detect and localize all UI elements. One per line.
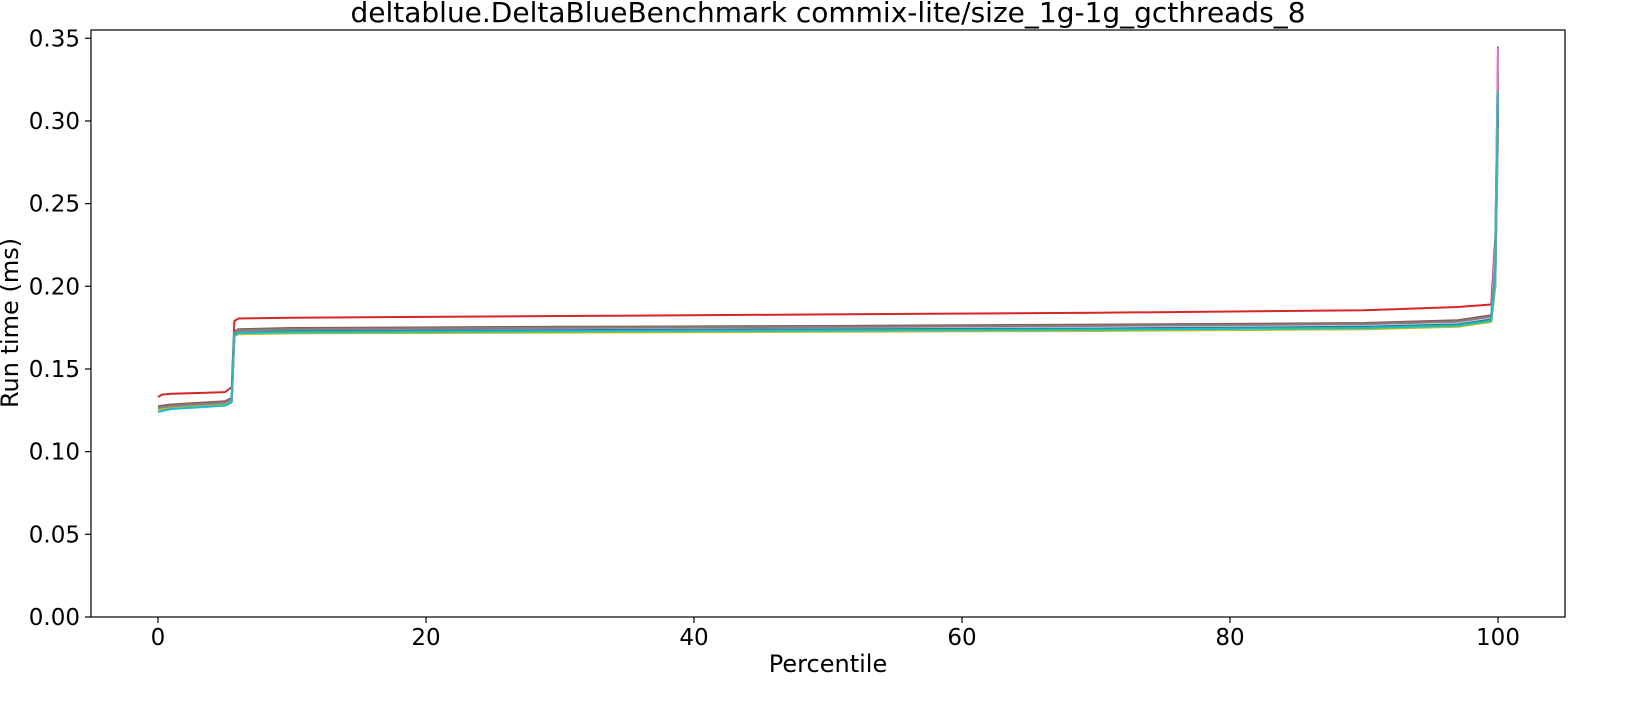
x-tick-label: 100 xyxy=(1476,625,1520,651)
y-tick-label: 0.20 xyxy=(29,274,80,300)
plot-frame xyxy=(90,29,1566,618)
x-tick-label: 20 xyxy=(411,625,440,651)
y-tick-label: 0.05 xyxy=(29,522,80,548)
y-tick-label: 0.10 xyxy=(29,440,80,466)
series-line-10 xyxy=(157,91,1499,413)
x-tick-label: 40 xyxy=(679,625,708,651)
y-axis-label: Run time (ms) xyxy=(0,238,24,408)
series-layer xyxy=(157,46,1499,413)
chart-title: deltablue.DeltaBlueBenchmark commix-lite… xyxy=(350,0,1305,29)
y-axis: 0.00 0.05 0.10 0.15 0.20 0.25 0.30 0.35 xyxy=(29,26,91,631)
x-tick-label: 80 xyxy=(1215,625,1244,651)
y-tick-label: 0.25 xyxy=(29,192,80,218)
y-tick-label: 0.15 xyxy=(29,357,80,383)
x-tick-label: 0 xyxy=(151,625,166,651)
x-axis-label: Percentile xyxy=(769,650,887,678)
series-line-8 xyxy=(157,137,1499,409)
series-line-4 xyxy=(157,71,1499,398)
y-tick-label: 0.30 xyxy=(29,109,80,135)
y-tick-label: 0.35 xyxy=(29,26,80,52)
x-axis: 0 20 40 60 80 100 xyxy=(151,617,1520,651)
y-tick-label: 0.00 xyxy=(29,605,80,631)
x-tick-label: 60 xyxy=(947,625,976,651)
